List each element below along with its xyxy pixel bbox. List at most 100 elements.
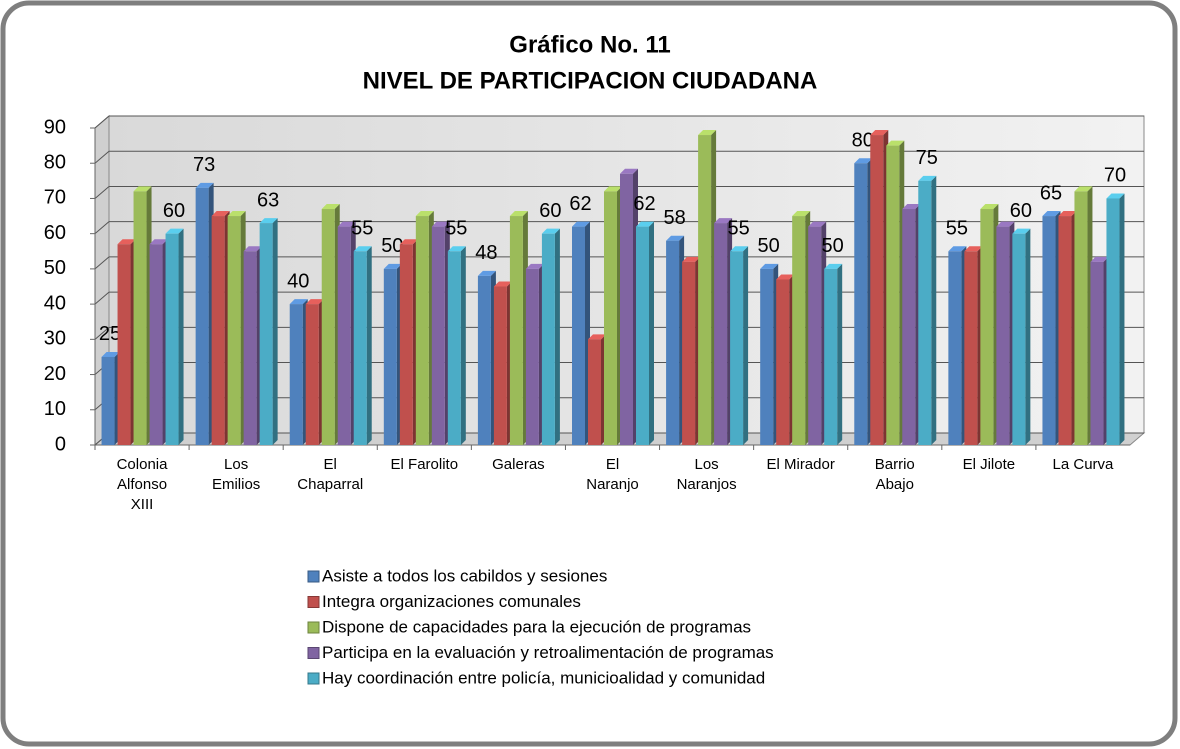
bar-top bbox=[383, 263, 402, 269]
bar bbox=[948, 251, 962, 445]
bar-top bbox=[980, 204, 999, 210]
x-tick-label-box: Los Naranjos bbox=[677, 456, 737, 493]
data-label: 55 bbox=[445, 218, 467, 240]
bar-top bbox=[996, 221, 1015, 227]
bar-top bbox=[525, 263, 544, 269]
bar bbox=[321, 209, 335, 445]
x-tick-label: Galeras bbox=[492, 456, 545, 473]
bar-top bbox=[870, 130, 889, 136]
bar bbox=[620, 173, 633, 446]
bar bbox=[760, 268, 774, 445]
bar-top bbox=[353, 246, 372, 252]
bar-top bbox=[698, 130, 717, 136]
bar bbox=[682, 261, 696, 445]
bar-top bbox=[1106, 193, 1125, 199]
bar-top bbox=[604, 186, 622, 192]
data-label: 25 bbox=[99, 323, 121, 345]
x-tick-label-box: El Naranjo bbox=[586, 456, 639, 493]
y-tick-label: 90 bbox=[44, 116, 66, 138]
bar bbox=[541, 233, 555, 445]
bar-top bbox=[730, 246, 749, 252]
bar-top bbox=[776, 274, 795, 280]
x-tick-label-box: El Mirador bbox=[766, 456, 835, 473]
bar-top bbox=[918, 175, 937, 181]
bar bbox=[133, 191, 147, 445]
bar-top bbox=[808, 221, 827, 227]
grid-line bbox=[94, 291, 110, 305]
bar-top bbox=[824, 263, 843, 269]
bar-top bbox=[682, 256, 701, 262]
bar bbox=[399, 244, 413, 445]
data-label: 60 bbox=[163, 200, 185, 222]
bar-top bbox=[902, 204, 921, 210]
bar bbox=[259, 223, 273, 445]
bar-top bbox=[1074, 186, 1093, 192]
data-label: 48 bbox=[475, 242, 497, 264]
bar bbox=[195, 187, 209, 445]
bar-top bbox=[1090, 256, 1109, 262]
data-label: 55 bbox=[946, 218, 968, 240]
bar bbox=[447, 251, 461, 445]
bar-top bbox=[195, 182, 214, 188]
bar-top bbox=[964, 246, 983, 252]
bar-side bbox=[743, 246, 749, 445]
x-tick-label-box: El Jilote bbox=[962, 456, 1016, 473]
bar-top bbox=[620, 168, 638, 174]
bar bbox=[902, 209, 916, 445]
x-tick-label: El Farolito bbox=[390, 456, 459, 473]
data-label: 73 bbox=[193, 154, 215, 176]
bar-side bbox=[272, 218, 278, 445]
bar bbox=[572, 226, 585, 445]
bar-side bbox=[554, 228, 560, 445]
bar-top bbox=[541, 228, 560, 234]
bar-side bbox=[649, 221, 654, 445]
bar bbox=[824, 268, 838, 445]
bar-side bbox=[1025, 228, 1031, 445]
data-label: 50 bbox=[758, 235, 780, 257]
data-label: 70 bbox=[1104, 165, 1126, 187]
data-label: 50 bbox=[381, 235, 403, 257]
bar-side bbox=[178, 228, 184, 445]
bar bbox=[1012, 233, 1026, 445]
x-tick-label: El Mirador bbox=[766, 456, 835, 473]
legend-label: Hay coordinación entre policía, municioa… bbox=[322, 668, 765, 687]
data-label: 62 bbox=[569, 193, 591, 215]
x-tick-label-box: El Farolito bbox=[390, 456, 459, 473]
bar bbox=[243, 251, 257, 445]
data-label: 55 bbox=[351, 218, 373, 240]
bar-top bbox=[636, 221, 654, 227]
bar bbox=[886, 145, 900, 445]
bar-top bbox=[714, 218, 733, 224]
legend-swatch bbox=[307, 647, 320, 659]
y-tick-label: 80 bbox=[44, 152, 66, 174]
x-tick-label-box: Galeras bbox=[492, 456, 545, 473]
legend-swatch bbox=[307, 672, 320, 685]
data-label: 62 bbox=[633, 193, 655, 215]
bar-top bbox=[259, 218, 278, 224]
x-tick-label: La Curva bbox=[1052, 456, 1114, 473]
bar bbox=[730, 251, 744, 445]
bar bbox=[1074, 191, 1088, 445]
bar-top bbox=[165, 228, 184, 234]
y-tick-label: 10 bbox=[44, 398, 66, 420]
grid-line bbox=[94, 256, 110, 270]
legend-swatch bbox=[307, 570, 320, 583]
bar-top bbox=[227, 211, 246, 217]
bar bbox=[353, 251, 367, 445]
bar bbox=[636, 226, 649, 445]
bar bbox=[101, 356, 115, 445]
bar bbox=[870, 135, 884, 446]
bar-top bbox=[1058, 211, 1077, 217]
grid-line bbox=[94, 150, 110, 164]
bar bbox=[604, 191, 617, 445]
legend-swatch bbox=[307, 596, 320, 608]
bar bbox=[1058, 216, 1072, 445]
data-label: 60 bbox=[539, 200, 561, 222]
bar bbox=[980, 209, 994, 445]
legend-label: Asiste a todos los cabildos y sesiones bbox=[322, 566, 607, 585]
x-tick-label: El Jilote bbox=[962, 456, 1016, 473]
grid-line bbox=[94, 326, 110, 340]
bar bbox=[808, 226, 822, 445]
bar bbox=[792, 216, 806, 445]
bar-top bbox=[588, 334, 606, 340]
